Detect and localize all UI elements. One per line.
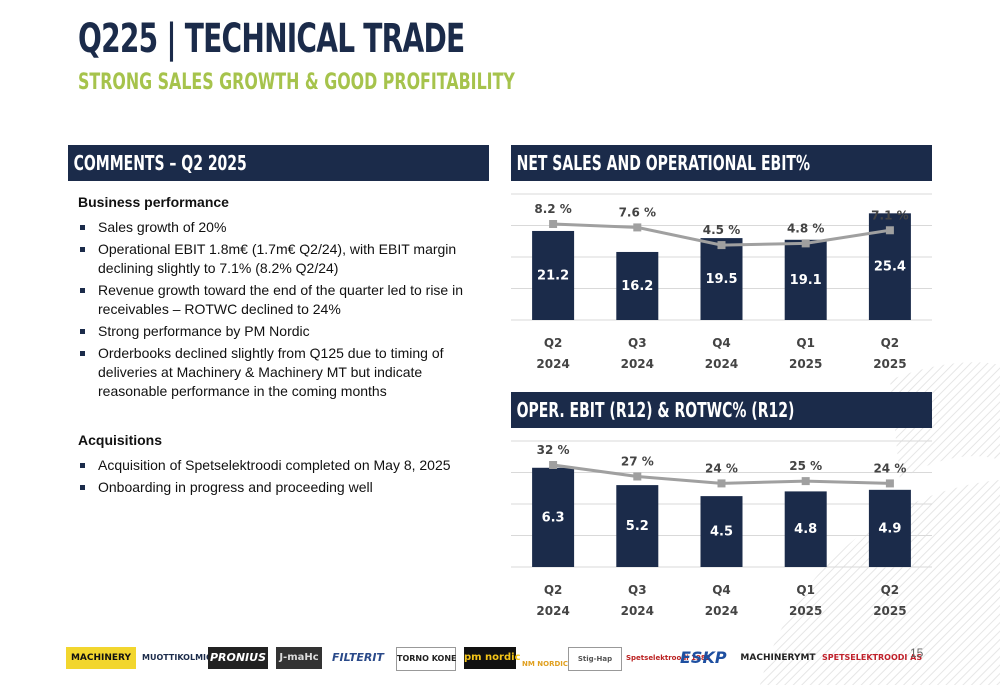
sales-bar [700,238,743,320]
ebit-x-tick-label: 2024 [705,604,738,618]
decorative-stripe-graphic [760,362,1000,685]
ebit-x-tick-label: 2024 [621,604,654,618]
ebit-bar [616,485,659,567]
logo-pronius: PRONIUS [208,647,268,669]
sales-bar-label: 16.2 [621,279,653,294]
chart2-header: OPER. EBIT (R12) & ROTWC% (R12) [511,392,932,428]
ebit-line-label: 24 % [873,461,906,475]
ebit-line-marker [549,461,558,469]
sales-line-marker [633,223,642,232]
ebit-bar [700,496,743,567]
sales-x-tick-label: 2025 [789,357,822,371]
logo-machinery: MACHINERY [66,647,136,669]
sales-x-tick-label: Q3 [628,336,647,350]
ebit-line-label: 32 % [537,443,570,457]
sales-bar-label: 19.1 [790,273,822,288]
sales-x-tick-label: 2024 [621,357,654,371]
sales-bar [532,230,575,320]
ebit-bar [868,489,911,567]
ebit-bar [784,491,827,567]
sales-line-marker [717,241,726,250]
sales-line-marker [801,239,810,248]
sales-x-tick-label: Q2 [881,336,900,350]
ebit-bar-label: 4.9 [878,521,901,536]
ebit-line-label: 25 % [789,459,822,473]
page-number: 15 [910,646,924,660]
ebit-line-marker [885,479,894,488]
sales-line-label: 7.1 % [871,208,908,222]
ebit-x-tick-label: 2025 [873,604,906,618]
ebit-line-marker [633,472,642,481]
ebit-x-tick-label: Q2 [881,583,900,597]
acquisitions-heading: Acquisitions [78,432,163,448]
chart1-header: NET SALES AND OPERATIONAL EBIT% [511,145,932,181]
list-item: Strong performance by PM Nordic [78,322,488,341]
ebit-bar-label: 6.3 [542,510,565,525]
sales-line-label: 4.8 % [787,221,824,235]
logo-filterit: FILTERIT [332,651,384,664]
sales-line-marker [885,226,894,235]
list-item: Orderbooks declined slightly from Q125 d… [78,344,488,401]
ebit-x-tick-label: Q2 [544,583,563,597]
business-performance-heading: Business performance [78,194,229,210]
logo-pm-nordic: pm nordic [464,647,521,669]
acquisitions-list: Acquisition of Spetselektroodi completed… [78,456,488,497]
brand-logos-strip: MACHINERY MUOTTIKOLMIO PRONIUS J-maHc FI… [66,643,923,675]
ebit-bar-label: 4.5 [710,525,733,540]
logo-machinery-mt: MACHINERYMT [740,653,816,663]
page-subtitle: STRONG SALES GROWTH & GOOD PROFITABILITY [78,70,515,95]
sales-x-tick-label: Q4 [712,336,731,350]
sales-bar-label: 19.5 [705,272,737,287]
ebit-line-label: 24 % [705,461,738,475]
sales-x-tick-label: 2025 [873,357,906,371]
sales-x-tick-label: Q2 [544,336,563,350]
ebit-line-marker [801,477,810,486]
list-item: Onboarding in progress and proceeding we… [78,478,488,497]
page-title: Q225 | TECHNICAL TRADE [78,16,465,62]
sales-bar [616,251,659,320]
sales-line-label: 8.2 % [534,202,571,216]
logo-muottikolmio: MUOTTIKOLMIO [142,653,213,662]
list-item: Operational EBIT 1.8m€ (1.7m€ Q2/24), wi… [78,240,488,278]
ebit-x-tick-label: Q1 [796,583,815,597]
list-item: Revenue growth toward the end of the qua… [78,281,488,319]
comments-header: COMMENTS – Q2 2025 [68,145,489,181]
logo-stig-hap: Stig-Hap [568,647,622,671]
ebit-rotwc-chart: 6.3 32 % Q2 2024 5.2 27 % Q3 2024 4.5 24 % Q4 2024 4… [511,440,932,618]
sales-bar-label: 25.4 [874,260,906,275]
sales-x-tick-label: 2024 [536,357,569,371]
ebit-x-tick-label: 2025 [789,604,822,618]
list-item: Acquisition of Spetselektroodi completed… [78,456,488,475]
ebit-x-tick-label: Q4 [712,583,731,597]
sales-x-tick-label: 2024 [705,357,738,371]
net-sales-chart: 21.2 8.2 % Q2 2024 16.2 7.6 % Q3 2024 19.5 4.5 % Q… [511,193,932,371]
ebit-bar-label: 5.2 [626,519,649,534]
sales-line-marker [549,220,558,228]
ebit-line-marker [717,479,726,488]
logo-torno-kone: TORNO KONE [396,647,457,671]
sales-line-label: 4.5 % [703,223,740,237]
logo-spetselektroodi-as: SPETSELEKTROODI AS [822,653,923,662]
logo-spetselektroodi-1982: Spetselektroodi 1982 [626,654,711,662]
sales-bar [784,239,827,320]
sales-x-tick-label: Q1 [796,336,815,350]
comments-panel: Business performance Sales growth of 20%… [78,193,488,500]
ebit-x-tick-label: 2024 [536,604,569,618]
ebit-bar [532,467,575,567]
logo-eskp: ESKP [680,648,727,667]
logo-jmatic: J-maHc [276,647,322,669]
sales-line-label: 7.6 % [619,205,656,219]
sales-bar-label: 21.2 [537,268,569,283]
list-item: Sales growth of 20% [78,218,488,237]
ebit-x-tick-label: Q3 [628,583,647,597]
ebit-line-label: 27 % [621,455,654,469]
ebit-bar-label: 4.8 [794,522,817,537]
logo-nm-nordic: NM NORDIC [522,660,569,668]
business-performance-list: Sales growth of 20% Operational EBIT 1.8… [78,218,488,401]
